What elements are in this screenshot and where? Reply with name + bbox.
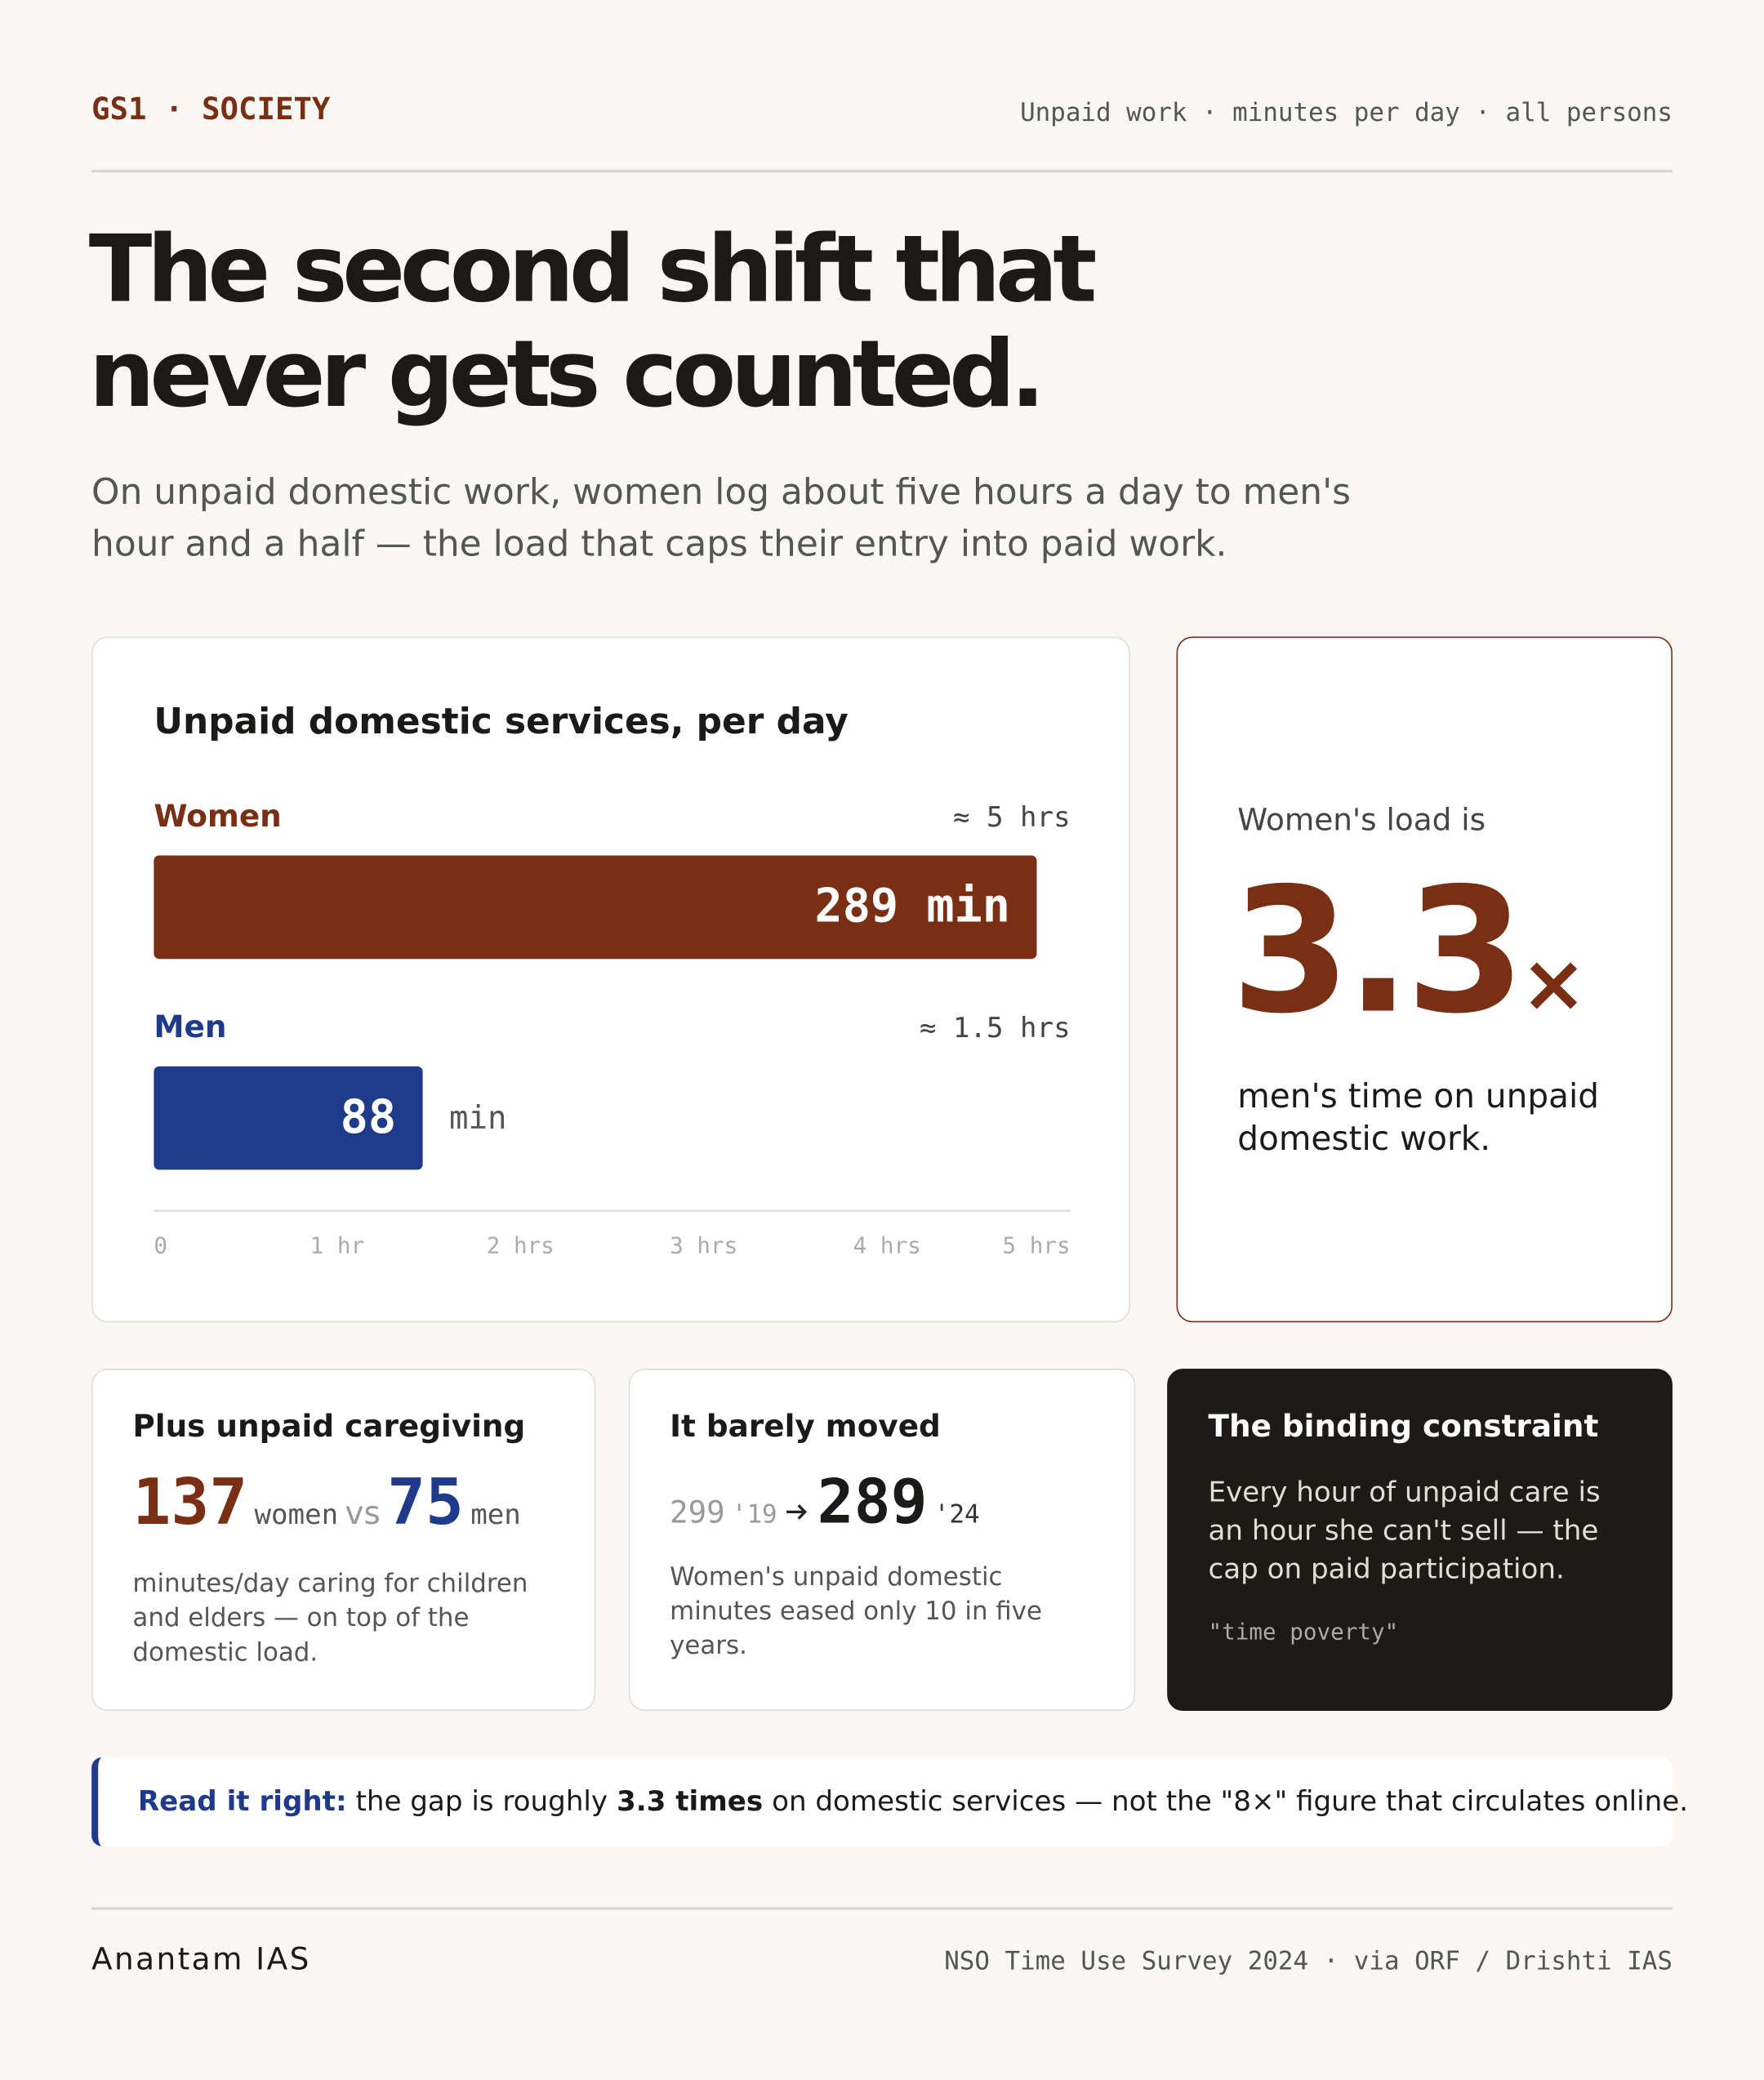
category-label: Men (154, 1009, 226, 1044)
x-tick-label: 3 hrs (670, 1232, 737, 1259)
title-line: never gets counted. (88, 319, 1045, 429)
arrow (786, 1504, 808, 1520)
bar (154, 1066, 423, 1170)
ratio-value: 3.3× (1231, 850, 1588, 1052)
ratio-suffix: × (1520, 938, 1588, 1031)
to-label: '24 (933, 1499, 980, 1530)
change: 299 '19 289 '24 (670, 1466, 979, 1538)
card-title: It barely moved (670, 1410, 941, 1445)
women-value: 137 (132, 1465, 248, 1540)
ratio-number: 3.3 (1231, 850, 1526, 1052)
title-line: The second shift that (88, 215, 1098, 324)
card-title: Plus unpaid caregiving (132, 1410, 526, 1445)
source: NSO Time Use Survey 2024 · via ORF / Dri… (944, 1947, 1673, 1976)
men-label: men (470, 1499, 521, 1531)
card-text: minutes/day caring for children and elder… (132, 1566, 528, 1670)
vs: vs (345, 1494, 381, 1532)
ratio-card: Women's load is 3.3× men's time on unpai… (1176, 636, 1673, 1323)
subtitle-line: On unpaid domestic work, women log about… (91, 472, 1351, 514)
men-value: 75 (387, 1465, 464, 1540)
chart: Unpaid domestic services, per day Women ≈ … (154, 701, 1071, 1259)
value-label: 88 (341, 1090, 396, 1144)
women-label: women (254, 1499, 339, 1531)
x-tick-label: 4 hrs (853, 1232, 921, 1259)
note-text: on domestic services — not the "8×" figu… (772, 1784, 1689, 1817)
value-label: 289 min (814, 880, 1009, 933)
meta: Unpaid work · minutes per day · all pers… (1020, 98, 1673, 127)
from-label: '19 (731, 1499, 777, 1530)
ratio-lead: Women's load is (1237, 804, 1486, 839)
approx-label: ≈ 5 hrs (953, 801, 1071, 834)
caregiving-card: Plus unpaid caregiving 137 women vs 75 m… (91, 1369, 596, 1712)
text-line: domestic work. (1237, 1119, 1491, 1158)
to-value: 289 (817, 1465, 928, 1538)
chart-card: Unpaid domestic services, per day Women ≈ … (91, 636, 1130, 1323)
comparison: 137 women vs 75 men (132, 1466, 520, 1540)
text-line: Every hour of unpaid care is (1208, 1476, 1601, 1508)
text-line: an hour she can't sell — the (1208, 1514, 1599, 1547)
text-line: years. (670, 1631, 747, 1661)
x-tick-label: 1 hr (310, 1232, 364, 1259)
bar (154, 855, 1037, 960)
text-line: Women's unpaid domestic (670, 1562, 1003, 1592)
ratio-text: men's time on unpaid domestic work. (1237, 1076, 1599, 1160)
text-line: cap on paid participation. (1208, 1552, 1565, 1585)
note-bold: 3.3 times (616, 1784, 764, 1817)
x-tick-label: 0 (154, 1232, 167, 1259)
note: Read it right: the gap is roughly 3.3 ti… (91, 1757, 1688, 1846)
constraint-card: The binding constraint Every hour of unp… (1167, 1369, 1673, 1712)
subtitle-line: hour and a half — the load that caps the… (91, 523, 1227, 565)
subtitle: On unpaid domestic work, women log about… (91, 467, 1351, 571)
card-text: Every hour of unpaid care is an hour she … (1209, 1473, 1601, 1588)
note-lead: Read it right: (137, 1784, 347, 1817)
x-tick-label: 2 hrs (487, 1232, 555, 1259)
category-label: Women (154, 798, 281, 834)
moved-card: It barely moved 299 '19 289 '24 Women's … (628, 1369, 1136, 1712)
x-tick-label: 5 hrs (1003, 1232, 1071, 1259)
text-line: men's time on unpaid (1237, 1076, 1600, 1116)
approx-label: ≈ 1.5 hrs (920, 1012, 1071, 1044)
card-text: Women's unpaid domestic minutes eased onl… (670, 1560, 1042, 1664)
text-line: domestic load. (132, 1637, 318, 1668)
brand: Anantam IAS (91, 1943, 311, 1978)
unit-label: min (449, 1100, 506, 1137)
note-text: the gap is roughly (355, 1784, 608, 1817)
divider (91, 1907, 1673, 1909)
card-title: The binding constraint (1208, 1410, 1599, 1445)
divider (91, 169, 1673, 172)
text-line: and elders — on top of the (132, 1603, 470, 1633)
quote: "time poverty" (1208, 1619, 1399, 1646)
text-line: minutes/day caring for children (132, 1569, 528, 1598)
title: The second shift that never gets counted. (88, 215, 1098, 429)
from-value: 299 (670, 1495, 725, 1531)
chart-title: Unpaid domestic services, per day (154, 701, 848, 742)
tag: GS1 · SOCIETY (91, 92, 331, 127)
text-line: minutes eased only 10 in five (670, 1597, 1043, 1627)
